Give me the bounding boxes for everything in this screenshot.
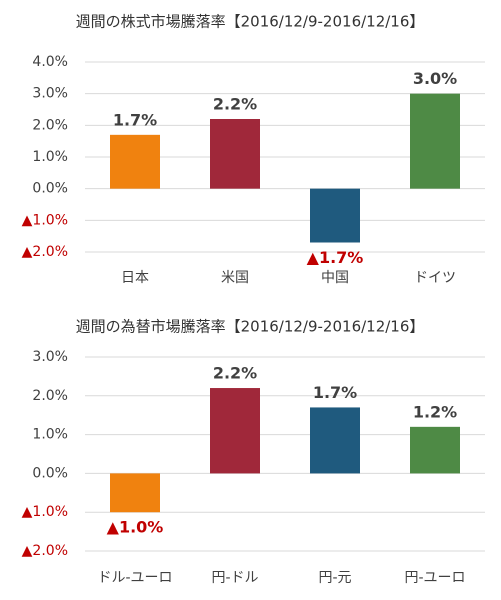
value-label: 1.7% xyxy=(113,110,157,129)
y-tick-label: 3.0% xyxy=(32,349,68,365)
x-tick-label: 米国 xyxy=(221,270,249,286)
y-tick-label: 2.0% xyxy=(32,388,68,404)
y-tick-label: ▲2.0% xyxy=(22,543,68,559)
value-label: ▲1.0% xyxy=(107,518,164,537)
y-tick-label: 3.0% xyxy=(32,86,68,102)
bar xyxy=(210,388,260,474)
x-tick-label: 円-ドル xyxy=(211,570,258,586)
bar xyxy=(310,407,360,474)
bar xyxy=(210,119,260,189)
y-tick-label: 0.0% xyxy=(32,181,68,197)
x-tick-label: 日本 xyxy=(121,270,149,286)
y-tick-label: ▲1.0% xyxy=(22,504,68,520)
chart-title: 週間の株式市場騰落率【2016/12/9-2016/12/16】 xyxy=(76,13,425,31)
x-tick-label: 円-ユーロ xyxy=(404,570,465,586)
bar xyxy=(310,188,360,243)
value-label: 2.2% xyxy=(213,95,257,114)
y-tick-label: 0.0% xyxy=(32,465,68,481)
x-tick-label: 円-元 xyxy=(318,570,351,586)
bar xyxy=(110,134,160,189)
y-tick-label: ▲2.0% xyxy=(22,244,68,260)
value-label: 1.2% xyxy=(413,402,457,421)
y-tick-label: ▲1.0% xyxy=(22,212,68,228)
x-tick-label: ドイツ xyxy=(414,270,456,286)
value-label: 1.7% xyxy=(313,383,357,402)
y-tick-label: 2.0% xyxy=(32,117,68,133)
y-tick-label: 4.0% xyxy=(32,54,68,70)
value-label: 2.2% xyxy=(213,364,257,383)
bar xyxy=(410,426,460,474)
chart-title: 週間の為替市場騰落率【2016/12/9-2016/12/16】 xyxy=(76,318,425,336)
x-tick-label: ドル-ユーロ xyxy=(97,570,172,586)
bar xyxy=(410,93,460,189)
y-tick-label: 1.0% xyxy=(32,149,68,165)
value-label: 3.0% xyxy=(413,69,457,88)
y-tick-label: 1.0% xyxy=(32,427,68,443)
value-label: ▲1.7% xyxy=(307,248,364,267)
x-tick-label: 中国 xyxy=(321,270,349,286)
bar xyxy=(110,473,160,513)
